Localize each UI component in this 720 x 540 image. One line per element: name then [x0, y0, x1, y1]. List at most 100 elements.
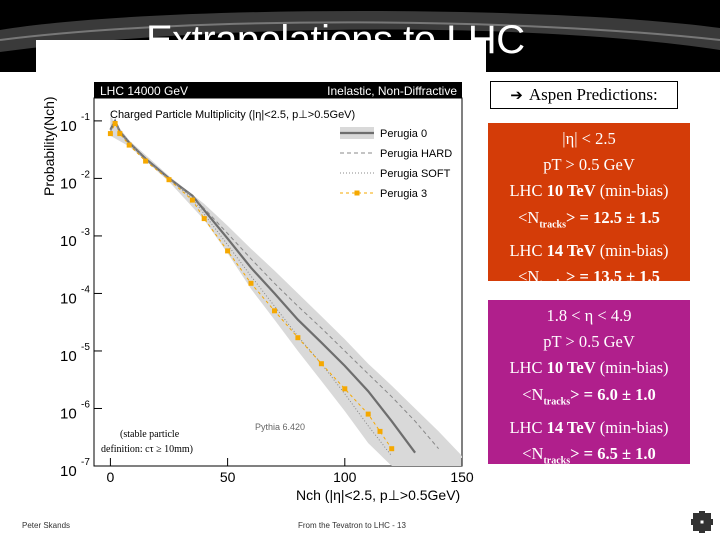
y-tick-exponent: -3 [81, 227, 90, 238]
ntracks-n: <N [522, 384, 544, 404]
aspen-predictions-text: Aspen Predictions: [528, 85, 658, 104]
lhc14-suffix: (min-bias) [595, 241, 669, 261]
lhc10-ntracks: <Ntracks> = 12.5 ± 1.5 [488, 205, 690, 239]
perugia3-marker [117, 131, 123, 137]
y-tick-exponent: -6 [81, 399, 90, 410]
y-tick-label: 10 [60, 463, 77, 480]
lhc10-suffix: (min-bias) [595, 181, 669, 201]
fermilab-logo-icon [691, 511, 713, 533]
y-tick-label: 10 [60, 348, 77, 365]
ntracks-value: > = 13.5 ± 1.5 [566, 267, 660, 287]
y-tick-exponent: -2 [81, 169, 90, 180]
lhc14-ntracks: <Ntracks> = 13.5 ± 1.5 [488, 264, 690, 298]
perugia3-marker [248, 280, 254, 286]
x-tick-label: 150 [450, 469, 474, 485]
aspen-predictions-label: ➔ Aspen Predictions: [490, 81, 678, 109]
axis-layer: 0 50 100 150 10 -1 10 -2 10 -3 10 -4 10 -5 10 -6 10 -7 [60, 112, 474, 485]
y-axis-label: Probability(Nch) [41, 96, 57, 196]
ntracks-subscript: tracks [539, 218, 567, 230]
perugia3-marker [377, 428, 383, 434]
lhc10-label: LHC 10 TeV (min-bias) [488, 178, 690, 204]
right-arrow-icon: ➔ [510, 86, 523, 104]
series-line-1 [109, 118, 416, 454]
lhc10-prefix: LHC [509, 181, 547, 201]
y-tick-exponent: -1 [81, 112, 90, 123]
pt-cut: pT > 0.5 GeV [543, 332, 635, 352]
perugia3-marker [201, 216, 207, 222]
x-tick-label: 100 [333, 469, 357, 485]
lhc14-suffix: (min-bias) [595, 418, 669, 438]
lhc10-energy: 10 TeV [546, 181, 596, 201]
footer-center: From the Tevatron to LHC - 13 [298, 521, 406, 530]
perugia3-marker [389, 446, 395, 452]
perugia3-marker [318, 361, 324, 367]
lhc14-prefix: LHC [509, 241, 547, 261]
x-tick-label: 0 [107, 469, 115, 485]
legend-marker [354, 190, 360, 196]
perugia3-marker [225, 248, 231, 254]
lhc14-energy: 14 TeV [546, 418, 596, 438]
eta-cut: 1.8 < η < 4.9 [546, 306, 632, 325]
perugia3-marker [295, 335, 301, 341]
ntracks-value: > = 6.0 ± 1.0 [570, 384, 656, 404]
perugia3-marker [112, 121, 118, 126]
central-prediction-box: |η| < 2.5 pT > 0.5 GeV LHC 10 TeV (min-b… [488, 123, 690, 290]
y-tick-exponent: -5 [81, 342, 90, 353]
series-layer [107, 118, 439, 457]
ntracks-n: <N [518, 267, 540, 287]
lhc14-ntracks: <Ntracks> = 6.5 ± 1.0 [488, 441, 690, 475]
chart-subtitle: Charged Particle Multiplicity (|η|<2.5, … [110, 109, 355, 121]
swoosh-band [0, 10, 720, 52]
perugia3-marker [272, 308, 277, 314]
y-tick-exponent: -4 [81, 284, 90, 295]
ntracks-subscript: tracks [543, 455, 571, 467]
y-tick-label: 10 [60, 175, 77, 192]
y-tick-exponent: -7 [81, 457, 90, 468]
pt-cut: pT > 0.5 GeV [543, 155, 635, 175]
y-tick-label: 10 [60, 405, 77, 422]
y-tick-label: 10 [60, 118, 77, 135]
legend-label-1: Perugia 0 [380, 128, 427, 140]
legend-label-3: Perugia SOFT [380, 168, 451, 180]
footer-author: Peter Skands [22, 521, 71, 530]
forward-prediction-box: 1.8 < η < 4.9 pT > 0.5 GeV LHC 10 TeV (m… [488, 300, 690, 467]
series-line-3 [109, 118, 393, 457]
lhc10-ntracks: <Ntracks> = 6.0 ± 1.0 [488, 382, 690, 416]
legend-label-4: Perugia 3 [380, 188, 427, 200]
chart-header-right: Inelastic, Non-Diffractive [327, 84, 457, 98]
ntracks-n: <N [522, 444, 544, 464]
lhc10-suffix: (min-bias) [595, 358, 669, 378]
eta-cut: |η| < 2.5 [562, 129, 616, 148]
perugia3-marker [143, 158, 149, 164]
perugia3-marker [107, 131, 113, 137]
perugia3-marker [126, 142, 132, 148]
perugia3-marker [166, 177, 172, 183]
perugia3-marker [189, 197, 195, 203]
lhc10-energy: 10 TeV [546, 358, 596, 378]
generator-annotation: Pythia 6.420 [255, 422, 305, 432]
perugia3-marker [365, 411, 371, 417]
stable-particle-note-line2: definition: cτ ≥ 10mm) [101, 444, 193, 455]
ntracks-value: > = 12.5 ± 1.5 [566, 207, 660, 227]
x-axis-label: Nch (|η|<2.5, p⊥>0.5GeV) [296, 487, 460, 503]
y-tick-label: 10 [60, 233, 77, 250]
lhc10-label: LHC 10 TeV (min-bias) [488, 355, 690, 381]
series-line-2 [109, 121, 439, 450]
ntracks-subscript: tracks [543, 395, 571, 407]
ntracks-subscript: tracks [539, 278, 567, 290]
ntracks-n: <N [518, 207, 540, 227]
title-mask [36, 40, 486, 76]
chart-header-bar [94, 82, 462, 98]
title-swoosh [0, 10, 720, 52]
lhc14-prefix: LHC [509, 418, 547, 438]
lhc14-label: LHC 14 TeV (min-bias) [488, 415, 690, 441]
lhc10-prefix: LHC [509, 358, 547, 378]
legend: Perugia 0 Perugia HARD Perugia SOFT Perugia… [340, 127, 452, 200]
ntracks-value: > = 6.5 ± 1.0 [570, 444, 656, 464]
lhc14-energy: 14 TeV [546, 241, 596, 261]
chart-header-left: LHC 14000 GeV [100, 84, 188, 98]
swoosh-line [0, 21, 720, 41]
perugia3-marker [342, 386, 348, 392]
lhc14-label: LHC 14 TeV (min-bias) [488, 238, 690, 264]
